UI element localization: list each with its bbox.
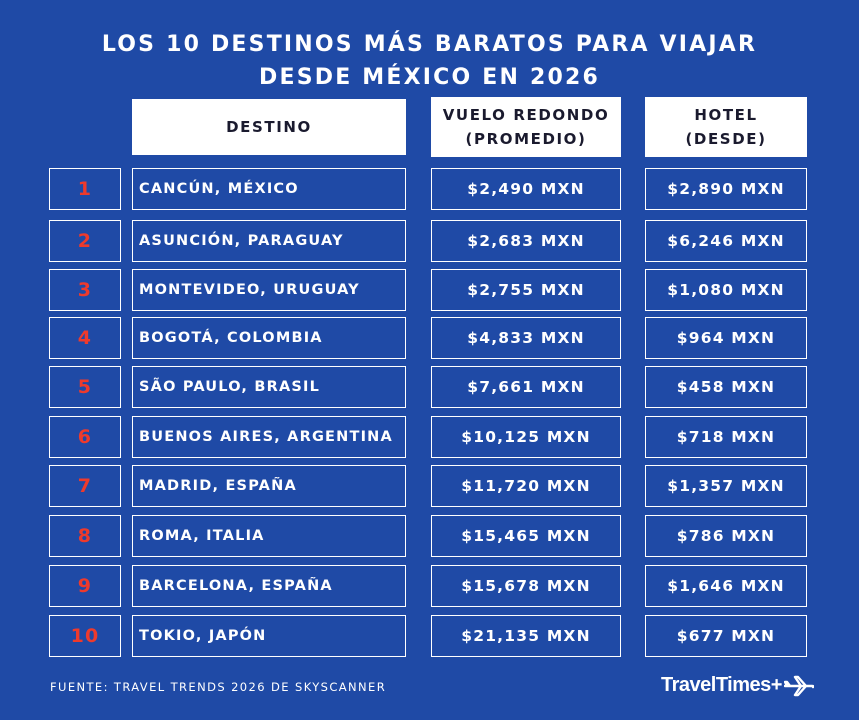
hotel-cell: $1,357 MXN xyxy=(645,465,807,507)
destino-cell: BARCELONA, ESPAÑA xyxy=(132,565,406,607)
rank-cell: 5 xyxy=(49,366,121,408)
brand-logo-text: TravelTimes+ xyxy=(661,674,782,696)
vuelo-cell: $11,720 MXN xyxy=(431,465,621,507)
hotel-cell: $2,890 MXN xyxy=(645,168,807,210)
page-title: LOS 10 DESTINOS MÁS BARATOS PARA VIAJAR … xyxy=(0,28,859,94)
airplane-icon xyxy=(783,675,814,696)
title-line-2: DESDE MÉXICO EN 2026 xyxy=(259,65,600,90)
vuelo-cell: $2,755 MXN xyxy=(431,269,621,311)
table-row: 6 BUENOS AIRES, ARGENTINA $10,125 MXN $7… xyxy=(0,416,859,458)
header-hotel-line-2: (DESDE) xyxy=(685,130,767,148)
table-row: 4 BOGOTÁ, COLOMBIA $4,833 MXN $964 MXN xyxy=(0,317,859,359)
hotel-cell: $964 MXN xyxy=(645,317,807,359)
table-row: 9 BARCELONA, ESPAÑA $15,678 MXN $1,646 M… xyxy=(0,565,859,607)
vuelo-cell: $15,678 MXN xyxy=(431,565,621,607)
hotel-cell: $458 MXN xyxy=(645,366,807,408)
table-row: 5 SÃO PAULO, BRASIL $7,661 MXN $458 MXN xyxy=(0,366,859,408)
hotel-cell: $786 MXN xyxy=(645,515,807,557)
hotel-cell: $1,646 MXN xyxy=(645,565,807,607)
vuelo-cell: $2,683 MXN xyxy=(431,220,621,262)
table-row: 3 MONTEVIDEO, URUGUAY $2,755 MXN $1,080 … xyxy=(0,269,859,311)
destino-cell: SÃO PAULO, BRASIL xyxy=(132,366,406,408)
header-destino-label: DESTINO xyxy=(226,118,312,136)
rank-cell: 7 xyxy=(49,465,121,507)
vuelo-cell: $10,125 MXN xyxy=(431,416,621,458)
rank-cell: 8 xyxy=(49,515,121,557)
destino-cell: MADRID, ESPAÑA xyxy=(132,465,406,507)
hotel-cell: $1,080 MXN xyxy=(645,269,807,311)
destino-cell: ROMA, ITALIA xyxy=(132,515,406,557)
hotel-cell: $677 MXN xyxy=(645,615,807,657)
hotel-cell: $6,246 MXN xyxy=(645,220,807,262)
rank-cell: 10 xyxy=(49,615,121,657)
rank-cell: 3 xyxy=(49,269,121,311)
destino-cell: CANCÚN, MÉXICO xyxy=(132,168,406,210)
source-note: FUENTE: TRAVEL TRENDS 2026 DE SKYSCANNER xyxy=(50,680,387,694)
table-row: 8 ROMA, ITALIA $15,465 MXN $786 MXN xyxy=(0,515,859,557)
header-vuelo-line-1: VUELO REDONDO xyxy=(442,106,610,124)
rank-cell: 1 xyxy=(49,168,121,210)
header-vuelo-line-2: (PROMEDIO) xyxy=(465,130,587,148)
vuelo-cell: $4,833 MXN xyxy=(431,317,621,359)
rank-cell: 2 xyxy=(49,220,121,262)
header-vuelo: VUELO REDONDO (PROMEDIO) xyxy=(431,97,621,157)
title-line-1: LOS 10 DESTINOS MÁS BARATOS PARA VIAJAR xyxy=(101,32,758,57)
vuelo-cell: $2,490 MXN xyxy=(431,168,621,210)
table-row: 1 CANCÚN, MÉXICO $2,490 MXN $2,890 MXN xyxy=(0,168,859,210)
vuelo-cell: $7,661 MXN xyxy=(431,366,621,408)
table-row: 2 ASUNCIÓN, PARAGUAY $2,683 MXN $6,246 M… xyxy=(0,220,859,262)
destino-cell: BOGOTÁ, COLOMBIA xyxy=(132,317,406,359)
rank-cell: 9 xyxy=(49,565,121,607)
table-row: 7 MADRID, ESPAÑA $11,720 MXN $1,357 MXN xyxy=(0,465,859,507)
brand-logo: TravelTimes+ xyxy=(661,674,814,697)
table-row: 10 TOKIO, JAPÓN $21,135 MXN $677 MXN xyxy=(0,615,859,657)
rank-cell: 6 xyxy=(49,416,121,458)
hotel-cell: $718 MXN xyxy=(645,416,807,458)
header-hotel-line-1: HOTEL xyxy=(694,106,758,124)
destino-cell: MONTEVIDEO, URUGUAY xyxy=(132,269,406,311)
destino-cell: ASUNCIÓN, PARAGUAY xyxy=(132,220,406,262)
header-destino: DESTINO xyxy=(132,99,406,155)
vuelo-cell: $15,465 MXN xyxy=(431,515,621,557)
destino-cell: TOKIO, JAPÓN xyxy=(132,615,406,657)
header-hotel: HOTEL (DESDE) xyxy=(645,97,807,157)
destino-cell: BUENOS AIRES, ARGENTINA xyxy=(132,416,406,458)
rank-cell: 4 xyxy=(49,317,121,359)
vuelo-cell: $21,135 MXN xyxy=(431,615,621,657)
